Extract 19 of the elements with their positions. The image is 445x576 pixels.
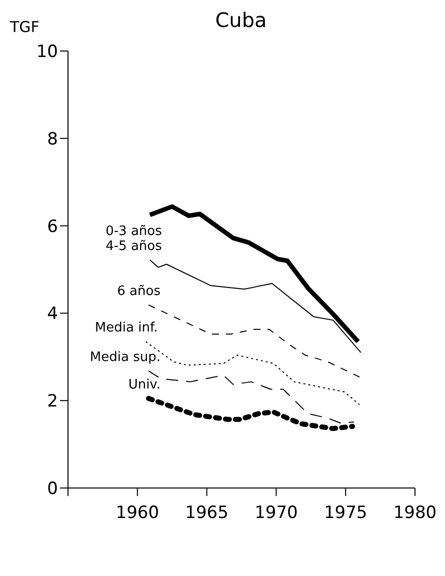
series-label: 4-5 años — [106, 238, 162, 254]
series-label: Univ. — [128, 377, 161, 392]
series-label: Media sup. — [90, 350, 161, 365]
y-tick-label: 6 — [47, 216, 58, 237]
series-label: 0-3 años — [106, 224, 162, 239]
series-label: Media inf. — [94, 320, 158, 336]
x-tick-label: 1965 — [185, 503, 228, 524]
y-axis-title: TGF — [10, 18, 40, 36]
y-tick-label: 4 — [47, 304, 58, 324]
x-tick-label: 1975 — [324, 503, 368, 524]
x-tick-label: 1960 — [116, 503, 160, 524]
y-tick-label: 10 — [36, 42, 58, 62]
chart-title: Cuba — [214, 8, 268, 32]
y-tick-label: 2 — [47, 392, 58, 412]
series-label: 6 años — [117, 284, 161, 299]
x-tick-label: 1970 — [254, 503, 298, 524]
x-tick-label: 1980 — [393, 503, 437, 524]
y-tick-label: 8 — [47, 129, 58, 150]
y-tick-label: 0 — [47, 479, 58, 500]
